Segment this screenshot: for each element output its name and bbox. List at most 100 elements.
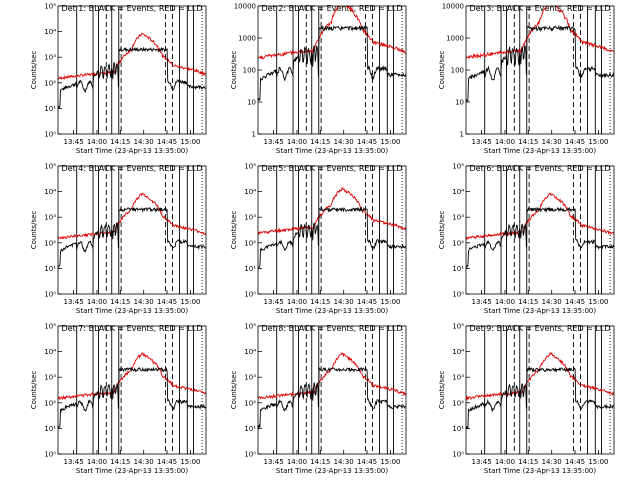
panel-det-7: Det 7: BLACK = Events, RED = LLD 10⁰ 10¹ 10… — [30, 323, 207, 475]
y-tick-label: 10¹ — [44, 265, 56, 273]
plot-area — [258, 166, 406, 294]
x-tick-label: 14:30 — [334, 458, 354, 466]
y-tick-label: 10⁴ — [452, 348, 464, 356]
x-tick-label: 15:00 — [588, 458, 608, 466]
panel-title: Det 8: BLACK = Events, RED = LLD — [262, 324, 403, 333]
x-tick-label: 13:45 — [63, 138, 83, 146]
y-tick-label: 10⁵ — [44, 323, 56, 331]
panel-det-4: Det 4: BLACK = Events, RED = LLD 10⁰ 10¹ 10… — [30, 163, 207, 315]
y-tick-label: 10³ — [44, 54, 56, 62]
y-tick-label: 10⁵ — [244, 163, 256, 171]
x-axis-label: Start Time (23-Apr-13 13:35:00) — [276, 467, 388, 475]
panel-det-6: Det 6: BLACK = Events, RED = LLD 10⁰ 10¹ 10… — [438, 163, 615, 315]
x-axis-label: Start Time (23-Apr-13 13:35:00) — [276, 307, 388, 315]
x-tick-label: 14:00 — [87, 458, 107, 466]
y-axis-label: Counts/sec — [30, 211, 38, 250]
series-lld — [466, 192, 614, 240]
y-tick-label: 10 — [455, 99, 464, 107]
y-tick-label: 10⁴ — [44, 188, 56, 196]
x-tick-label: 13:45 — [263, 458, 283, 466]
y-axis-label: Counts/sec — [30, 51, 38, 90]
series-events — [258, 366, 406, 430]
x-tick-label: 14:15 — [518, 138, 538, 146]
panel-title: Det 7: BLACK = Events, RED = LLD — [62, 324, 203, 333]
y-tick-label: 10³ — [244, 374, 256, 382]
x-tick-label: 14:00 — [287, 298, 307, 306]
y-tick-label: 10000 — [234, 3, 256, 11]
x-tick-label: 14:45 — [157, 458, 177, 466]
y-axis-label: Counts/sec — [438, 51, 446, 90]
series-events — [58, 46, 206, 110]
x-tick-label: 15:00 — [380, 458, 400, 466]
x-tick-label: 14:00 — [87, 298, 107, 306]
y-tick-label: 10² — [44, 239, 56, 247]
plot-frame — [465, 165, 615, 295]
y-tick-label: 10³ — [452, 374, 464, 382]
y-tick-label: 10⁵ — [44, 3, 56, 11]
x-tick-label: 14:15 — [310, 138, 330, 146]
x-tick-label: 14:30 — [334, 298, 354, 306]
x-tick-label: 14:15 — [110, 298, 130, 306]
x-tick-label: 14:00 — [495, 458, 515, 466]
x-tick-label: 14:45 — [357, 138, 377, 146]
y-tick-label: 10² — [452, 239, 464, 247]
plot-frame — [57, 5, 207, 135]
y-tick-label: 10³ — [452, 214, 464, 222]
x-tick-label: 15:00 — [588, 298, 608, 306]
x-tick-label: 13:45 — [63, 458, 83, 466]
panel-title: Det 9: BLACK = Events, RED = LLD — [470, 324, 611, 333]
x-tick-label: 14:45 — [565, 458, 585, 466]
y-tick-label: 10³ — [244, 214, 256, 222]
series-events — [258, 206, 406, 268]
series-lld — [258, 186, 406, 236]
y-tick-label: 10¹ — [44, 105, 56, 113]
y-tick-label: 10¹ — [452, 425, 464, 433]
x-tick-label: 15:00 — [180, 298, 200, 306]
y-tick-label: 10² — [44, 399, 56, 407]
y-tick-label: 10⁴ — [44, 28, 56, 36]
x-tick-label: 15:00 — [180, 458, 200, 466]
x-tick-label: 14:00 — [495, 138, 515, 146]
y-tick-label: 1 — [252, 131, 256, 139]
panel-det-9: Det 9: BLACK = Events, RED = LLD 10⁰ 10¹ 10… — [438, 323, 615, 475]
series-lld — [58, 192, 206, 240]
y-tick-label: 10⁰ — [44, 291, 56, 299]
series-lld — [258, 352, 406, 400]
y-tick-label: 10² — [452, 399, 464, 407]
y-tick-label: 1 — [460, 131, 464, 139]
plot-area — [58, 166, 206, 294]
x-tick-label: 14:30 — [542, 138, 562, 146]
series-events — [466, 367, 614, 430]
y-axis-label: Counts/sec — [438, 211, 446, 250]
series-events — [58, 206, 206, 268]
x-tick-label: 14:15 — [310, 298, 330, 306]
y-axis-label: Counts/sec — [230, 211, 238, 250]
x-tick-label: 14:45 — [357, 458, 377, 466]
x-tick-label: 14:15 — [110, 458, 130, 466]
y-tick-label: 1000 — [238, 35, 256, 43]
y-tick-label: 10⁵ — [452, 323, 464, 331]
panel-title: Det 5: BLACK = Events, RED = LLD — [262, 164, 403, 173]
series-lld — [466, 351, 614, 402]
y-axis-label: Counts/sec — [30, 371, 38, 410]
plot-frame — [257, 325, 407, 455]
series-lld — [58, 352, 206, 401]
x-tick-label: 14:00 — [87, 138, 107, 146]
x-tick-label: 14:45 — [357, 298, 377, 306]
panel-title: Det 3: BLACK = Events, RED = LLD — [470, 4, 611, 13]
x-tick-label: 14:15 — [310, 458, 330, 466]
y-tick-label: 10¹ — [44, 425, 56, 433]
x-tick-label: 14:00 — [287, 138, 307, 146]
series-lld — [466, 6, 614, 60]
y-tick-label: 10⁰ — [244, 451, 256, 459]
series-events — [466, 206, 614, 269]
y-tick-label: 10⁰ — [452, 451, 464, 459]
panel-title: Det 4: BLACK = Events, RED = LLD — [62, 164, 203, 173]
x-tick-label: 14:30 — [334, 138, 354, 146]
plot-frame — [257, 165, 407, 295]
x-tick-label: 13:45 — [471, 298, 491, 306]
panel-title: Det 1: BLACK = Events, RED = LLD — [62, 4, 203, 13]
y-axis-label: Counts/sec — [230, 371, 238, 410]
plot-frame — [465, 5, 615, 135]
x-tick-label: 15:00 — [380, 298, 400, 306]
